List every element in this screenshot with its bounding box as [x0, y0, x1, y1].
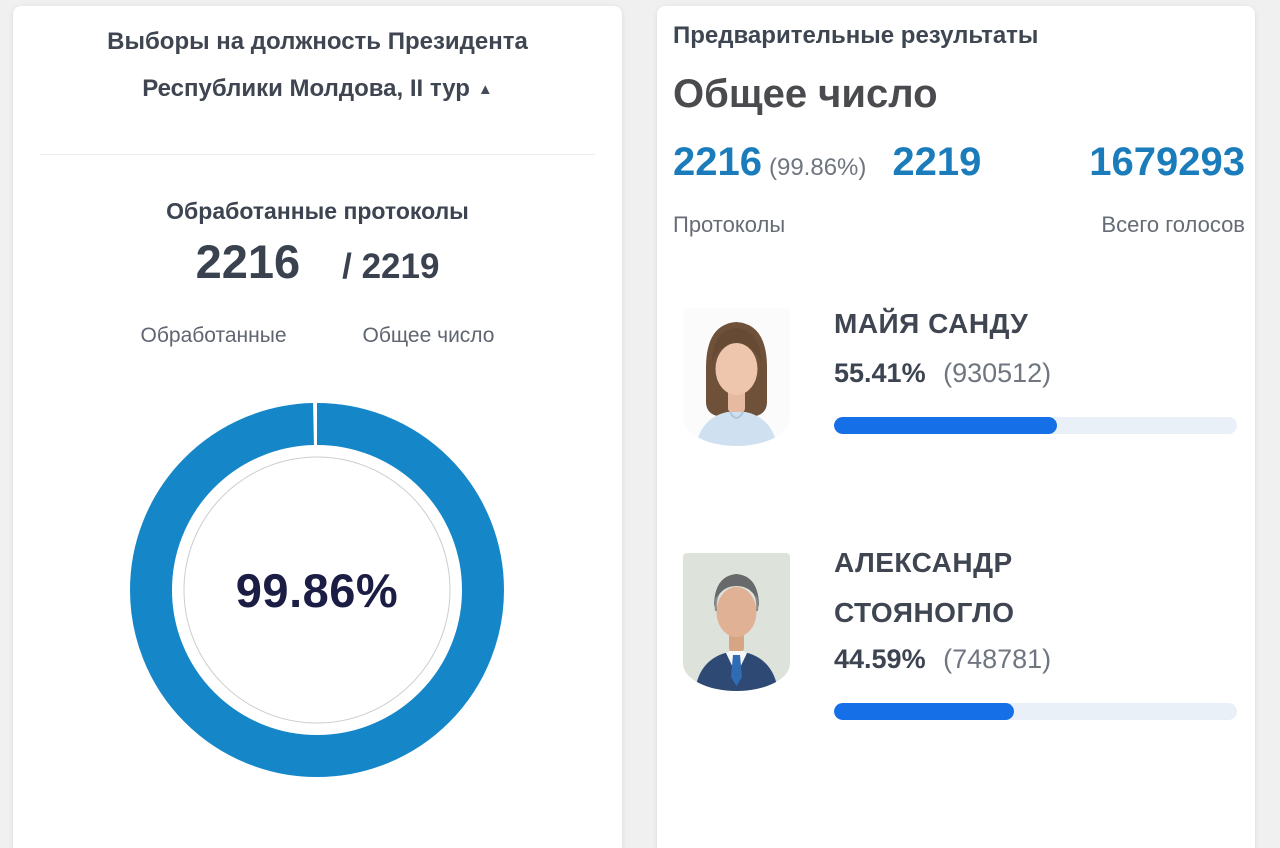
protocols-label: Протоколы — [673, 212, 786, 237]
preliminary-results-heading: Предварительные результаты — [673, 22, 1039, 49]
protocols-percent-value: (99.86%) — [768, 154, 867, 181]
divider — [40, 154, 595, 155]
candidate-votes: (930512) — [943, 358, 1052, 388]
processed-percent-value: 99.86% — [235, 563, 399, 617]
election-title-line2: Республики Молдова, II тур ▲ — [142, 75, 493, 102]
protocols-counts-labels: Обработанные Общее число — [13, 324, 622, 348]
maia-sandu-portrait — [683, 308, 790, 446]
candidate-progress-fill — [834, 417, 1058, 434]
processed-label: Обработанные — [140, 324, 287, 347]
protocols-panel: Выборы на должность Президента Республик… — [13, 6, 622, 848]
summary-labels: Протоколы Всего голосов — [673, 212, 1245, 238]
candidate-result: 55.41% (930512) — [834, 358, 1237, 389]
processed-donut-chart: 99.86% — [122, 395, 512, 785]
maia-sandu-photo — [683, 308, 790, 446]
total-label: Общее число — [362, 324, 495, 347]
candidate-percent: 44.59% — [834, 644, 926, 674]
total-votes-value: 1679293 — [1089, 140, 1245, 184]
election-title-line1: Выборы на должность Президента — [107, 28, 528, 55]
protocols-total-value: 2219 — [892, 140, 982, 184]
candidate-result: 44.59% (748781) — [834, 644, 1237, 675]
candidate-name: МАЙЯ САНДУ — [834, 308, 1029, 339]
donut-ring — [130, 403, 504, 777]
total-votes-label: Всего голосов — [1101, 212, 1245, 237]
total-number-title: Общее число — [673, 72, 938, 116]
candidate-votes: (748781) — [943, 644, 1052, 674]
processed-count: 2216 — [195, 235, 301, 288]
protocols-processed-value: 2216 — [673, 140, 762, 184]
total-count: / 2219 — [342, 247, 440, 286]
donut-inner-circle — [183, 456, 451, 724]
summary-numbers: 2216 (99.86%) 2219 1679293 — [673, 140, 1245, 185]
candidate-name: АЛЕКСАНДР СТОЯНОГЛО — [834, 547, 1015, 628]
candidate-percent: 55.41% — [834, 358, 926, 388]
chevron-up-icon[interactable]: ▲ — [477, 81, 493, 98]
candidate-progress-fill — [834, 703, 1014, 720]
processed-protocols-heading: Обработанные протоколы — [166, 198, 469, 224]
results-panel: Предварительные результаты Общее число 2… — [657, 6, 1255, 848]
protocols-counts: 2216 / 2219 — [13, 234, 622, 289]
alexandr-stoianoglo-portrait — [683, 553, 790, 691]
candidate-row: МАЙЯ САНДУ 55.41% (930512) — [683, 302, 1237, 446]
candidate-progress-bar — [834, 703, 1237, 720]
candidate-row: АЛЕКСАНДР СТОЯНОГЛО 44.59% (748781) — [683, 542, 1237, 720]
election-title-dropdown[interactable]: Выборы на должность Президента Республик… — [13, 18, 622, 113]
alexandr-stoianoglo-photo — [683, 553, 790, 691]
donut-svg — [130, 403, 504, 777]
candidate-progress-bar — [834, 417, 1237, 434]
